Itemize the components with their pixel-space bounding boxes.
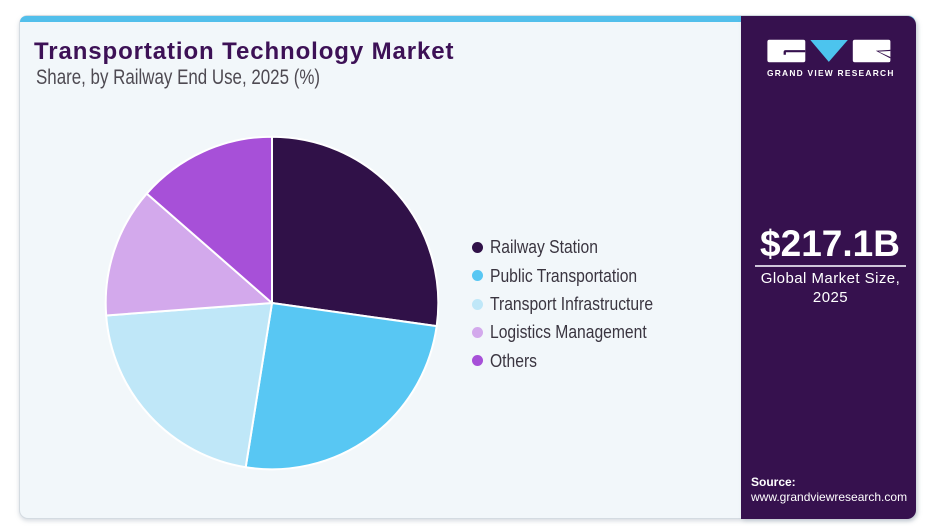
svg-text:GRAND VIEW RESEARCH: GRAND VIEW RESEARCH xyxy=(767,68,895,78)
